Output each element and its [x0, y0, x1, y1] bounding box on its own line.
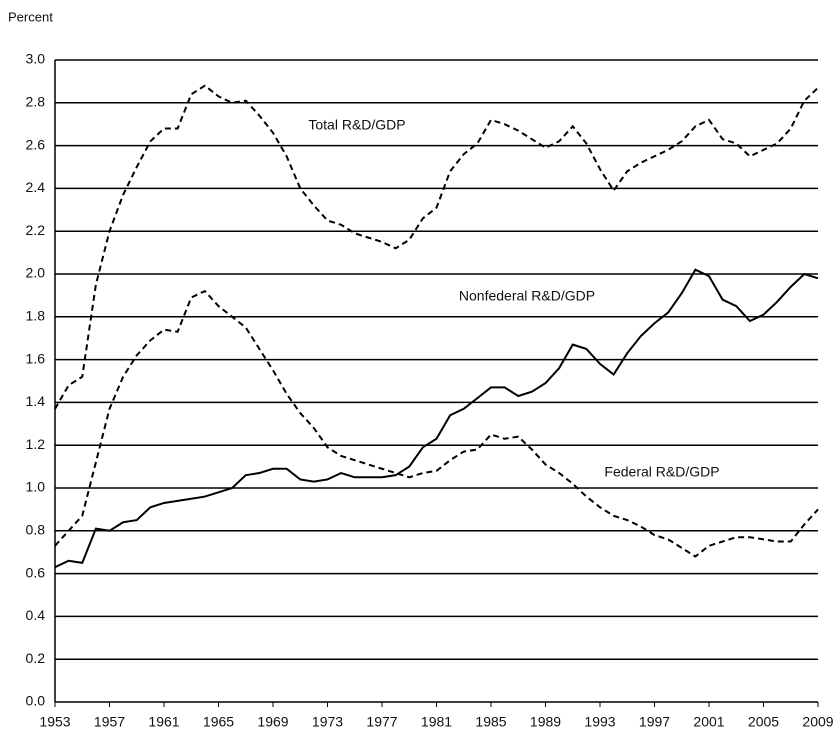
x-tick-label: 1969: [257, 714, 288, 730]
y-tick-label: 1.6: [26, 350, 46, 366]
x-tick-label: 1973: [312, 714, 343, 730]
x-tick-label: 1977: [366, 714, 397, 730]
x-tick-label: 2005: [748, 714, 779, 730]
x-tick-label: 1957: [94, 714, 125, 730]
series-line: [54, 84, 819, 410]
y-tick-label: 1.8: [26, 308, 46, 324]
y-axis-label: Percent: [8, 9, 53, 24]
x-tick-label: 1989: [530, 714, 561, 730]
x-tick-label: 1953: [39, 714, 70, 730]
series-line: [54, 268, 819, 569]
y-tick-label: 0.6: [26, 564, 46, 580]
x-tick-label: 1985: [475, 714, 506, 730]
series-label: Total R&D/GDP: [308, 117, 405, 133]
y-tick-label: 1.0: [26, 479, 46, 495]
x-tick-label: 2009: [802, 714, 833, 730]
y-tick-label: 2.4: [26, 179, 46, 195]
y-tick-label: 1.2: [26, 436, 46, 452]
x-tick-label: 1993: [584, 714, 615, 730]
x-tick-label: 1997: [639, 714, 670, 730]
series-line: [54, 289, 819, 558]
y-tick-label: 0.2: [26, 650, 46, 666]
y-tick-label: 2.0: [26, 265, 46, 281]
y-tick-label: 0.4: [26, 607, 46, 623]
y-tick-label: 2.2: [26, 222, 46, 238]
x-tick-label: 1965: [203, 714, 234, 730]
x-tick-label: 2001: [693, 714, 724, 730]
y-tick-label: 2.6: [26, 136, 46, 152]
x-tick-label: 1981: [421, 714, 452, 730]
y-tick-label: 0.8: [26, 522, 46, 538]
y-tick-label: 0.0: [26, 693, 46, 709]
x-tick-label: 1961: [148, 714, 179, 730]
series-label: Nonfederal R&D/GDP: [459, 288, 595, 304]
y-tick-label: 3.0: [26, 51, 46, 67]
y-tick-label: 1.4: [26, 393, 46, 409]
series-label: Federal R&D/GDP: [604, 464, 719, 480]
y-tick-label: 2.8: [26, 94, 46, 110]
